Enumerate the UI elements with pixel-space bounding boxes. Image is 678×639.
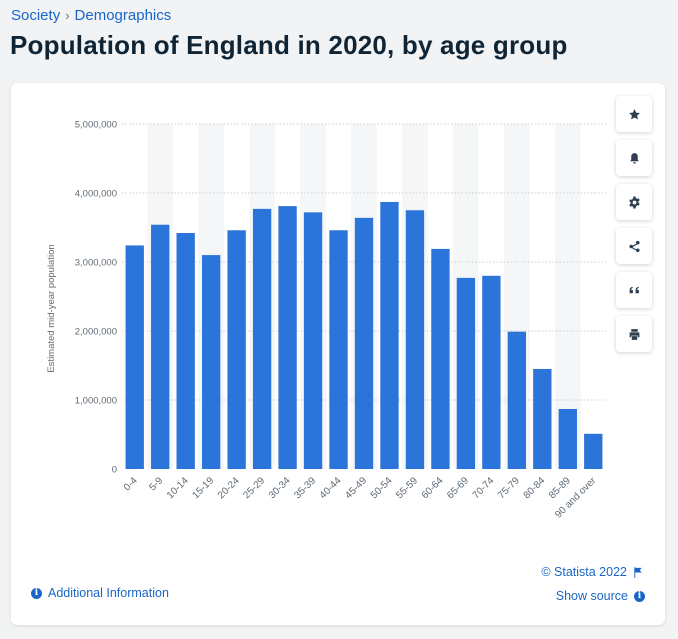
x-tick-label: 75-79 [496,475,522,501]
x-tick-label: 20-24 [216,475,242,501]
gear-icon [628,196,640,208]
bar [482,275,501,469]
bar [176,233,195,469]
copyright-text: © Statista 2022 [541,565,627,579]
print-icon [629,328,639,340]
bar [329,230,348,469]
bar [125,245,144,469]
y-tick-label: 0 [112,465,117,476]
bar [558,408,577,469]
flag-icon[interactable] [633,566,643,578]
y-tick-label: 5,000,000 [75,120,117,131]
bar [533,368,552,469]
x-tick-label: 65-69 [445,475,471,501]
bar [507,331,527,469]
bar [151,224,170,469]
bar-chart: 0 1,000,000 2,000,000 3,000,000 4,000,000 5,0… [46,120,606,520]
page-title: Population of England in 2020, by age gr… [10,30,568,60]
bar [431,248,450,469]
bar [584,433,603,469]
cite-button[interactable] [616,272,652,308]
bar [278,206,297,470]
share-icon [628,240,640,252]
y-tick-label: 3,000,000 [75,258,117,269]
y-tick-label: 4,000,000 [75,189,117,200]
x-tick-label: 80-84 [522,475,548,501]
chart-toolbar [616,96,652,360]
x-tick-label: 70-74 [471,475,497,501]
x-tick-label: 50-54 [369,475,395,501]
x-tick-label: 45-49 [343,475,369,501]
bell-icon [629,152,639,164]
bar [354,217,374,469]
breadcrumb-society-link[interactable]: Society [11,7,61,24]
info-icon: i [634,590,645,602]
additional-information-label: Additional Information [48,586,169,600]
x-tick-label: 5-9 [147,475,165,493]
y-axis-title: Estimated mid-year population [46,244,57,372]
notification-button[interactable] [616,140,652,176]
additional-information-link[interactable]: i Additional Information [31,586,169,600]
x-tick-label: 40-44 [318,475,344,501]
x-tick-label: 15-19 [190,475,216,501]
bar [405,210,425,469]
x-tick-label: 25-29 [241,475,267,501]
info-icon: i [31,587,42,599]
show-source-link[interactable]: Show source i [556,589,645,603]
x-tick-label: 30-34 [267,475,293,501]
x-tick-label: 55-59 [394,475,420,501]
breadcrumb-separator: › [65,8,70,23]
bar [227,230,246,469]
breadcrumb: Society › Demographics [11,7,171,24]
chart-card: 0 1,000,000 2,000,000 3,000,000 4,000,000 5,0… [11,83,665,625]
copyright: © Statista 2022 [541,565,643,579]
x-tick-label: 35-39 [292,475,318,501]
y-tick-label: 2,000,000 [75,327,117,338]
x-tick-label: 10-14 [165,475,191,501]
x-tick-label: 0-4 [122,475,140,493]
favorite-button[interactable] [616,96,652,132]
share-button[interactable] [616,228,652,264]
bar [380,201,399,469]
bar [252,208,272,469]
bar [303,212,323,469]
bar [456,277,476,469]
show-source-label: Show source [555,589,628,603]
breadcrumb-demographics-link[interactable]: Demographics [74,7,172,24]
quote-icon [629,286,639,293]
star-icon [628,108,640,119]
print-button[interactable] [616,316,652,352]
bar [201,255,221,469]
x-tick-label: 60-64 [420,475,446,501]
y-tick-label: 1,000,000 [75,396,117,407]
settings-button[interactable] [616,184,652,220]
